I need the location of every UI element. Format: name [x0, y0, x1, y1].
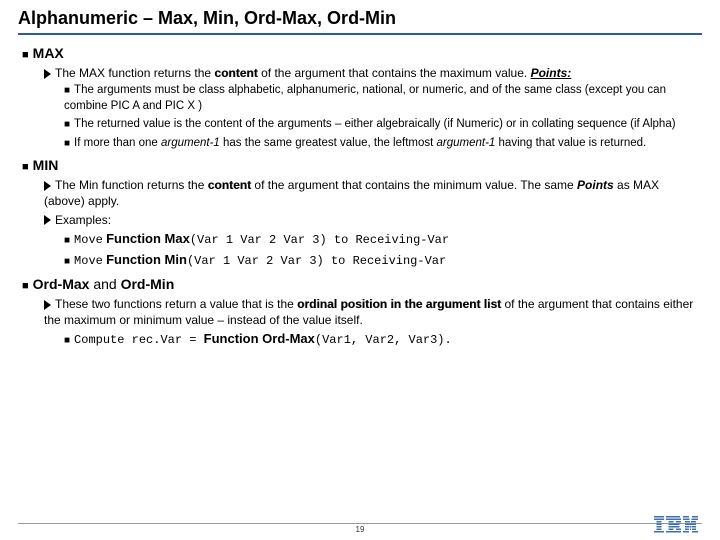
- ibm-logo-icon: [654, 516, 698, 534]
- max-intro: The MAX function returns the content of …: [44, 65, 702, 81]
- bullet-square-icon: ■: [64, 85, 70, 96]
- section-min-heading: ■MIN: [22, 157, 702, 173]
- bullet-square-icon: ■: [64, 138, 70, 149]
- ord-intro: These two functions return a value that …: [44, 296, 702, 328]
- bullet-square-icon: ■: [22, 49, 29, 61]
- bullet-square-icon: ■: [22, 280, 29, 292]
- slide-title: Alphanumeric – Max, Min, Ord-Max, Ord-Mi…: [18, 8, 702, 35]
- section-max-heading: ■MAX: [22, 45, 702, 61]
- arrow-icon: [44, 69, 51, 79]
- min-intro: The Min function returns the content of …: [44, 177, 702, 209]
- min-example-2: ■Move Function Min(Var 1 Var 2 Var 3) to…: [64, 251, 702, 270]
- bullet-square-icon: ■: [64, 256, 70, 267]
- footer: 19: [18, 523, 702, 534]
- ord-example: ■Compute rec.Var = Function Ord-Max(Var1…: [64, 330, 702, 349]
- max-bullet-3: ■If more than one argument-1 has the sam…: [64, 136, 702, 152]
- arrow-icon: [44, 181, 51, 191]
- bullet-square-icon: ■: [22, 161, 29, 173]
- section-ord-heading: ■Ord-Max and Ord-Min: [22, 276, 702, 292]
- page-number: 19: [356, 525, 365, 534]
- bullet-square-icon: ■: [64, 335, 70, 346]
- min-examples-label: Examples:: [44, 212, 702, 228]
- arrow-icon: [44, 215, 51, 225]
- bullet-square-icon: ■: [64, 119, 70, 130]
- min-example-1: ■Move Function Max(Var 1 Var 2 Var 3) to…: [64, 230, 702, 249]
- max-bullet-1: ■The arguments must be class alphabetic,…: [64, 83, 702, 114]
- bullet-square-icon: ■: [64, 235, 70, 246]
- arrow-icon: [44, 300, 51, 310]
- max-bullet-2: ■The returned value is the content of th…: [64, 117, 702, 133]
